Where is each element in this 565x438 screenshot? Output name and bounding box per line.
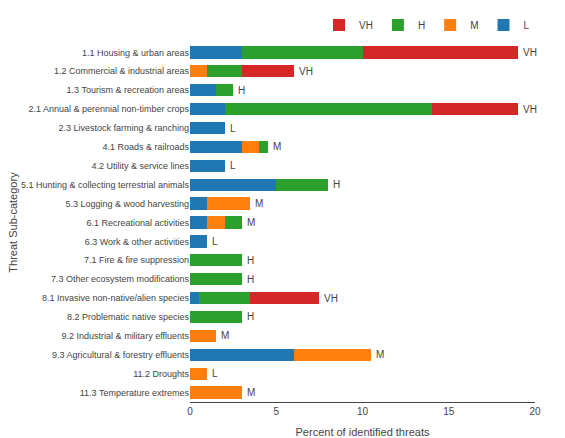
svg-text:8.2 Problematic native species: 8.2 Problematic native species bbox=[67, 312, 190, 322]
svg-text:Threat Sub-category: Threat Sub-category bbox=[7, 172, 19, 273]
svg-text:H: H bbox=[247, 311, 254, 322]
svg-text:20: 20 bbox=[529, 406, 541, 417]
svg-text:VH: VH bbox=[324, 293, 338, 304]
svg-text:2.1 Annual & perennial non-tim: 2.1 Annual & perennial non-timber crops bbox=[28, 104, 189, 114]
svg-text:10: 10 bbox=[357, 406, 369, 417]
svg-text:4.1 Roads & railroads: 4.1 Roads & railroads bbox=[102, 142, 189, 152]
svg-text:6.3 Work & other activities: 6.3 Work & other activities bbox=[85, 237, 190, 247]
svg-text:1.2 Commercial & industrial ar: 1.2 Commercial & industrial areas bbox=[54, 66, 190, 76]
svg-text:L: L bbox=[523, 20, 529, 31]
svg-text:M: M bbox=[273, 141, 281, 152]
svg-text:11.2 Droughts: 11.2 Droughts bbox=[133, 369, 189, 379]
svg-text:4.2 Utility & service lines: 4.2 Utility & service lines bbox=[91, 161, 189, 171]
svg-text:6.1 Recreational activities: 6.1 Recreational activities bbox=[86, 218, 189, 228]
svg-text:0: 0 bbox=[187, 406, 193, 417]
svg-text:5.1 Hunting & collecting terre: 5.1 Hunting & collecting terrestrial ani… bbox=[21, 180, 190, 190]
svg-text:L: L bbox=[212, 368, 218, 379]
svg-text:L: L bbox=[230, 160, 236, 171]
svg-text:VH: VH bbox=[523, 47, 537, 58]
svg-text:VH: VH bbox=[523, 104, 537, 115]
svg-text:H: H bbox=[247, 274, 254, 285]
svg-text:VH: VH bbox=[359, 20, 373, 31]
svg-text:15: 15 bbox=[443, 406, 455, 417]
svg-text:8.1 Invasive non-native/alien: 8.1 Invasive non-native/alien species bbox=[42, 293, 190, 303]
svg-text:M: M bbox=[247, 387, 255, 398]
svg-text:1.1 Housing & urban areas: 1.1 Housing & urban areas bbox=[82, 48, 190, 58]
svg-text:L: L bbox=[212, 236, 218, 247]
svg-text:VH: VH bbox=[299, 66, 313, 77]
svg-text:M: M bbox=[221, 330, 229, 341]
svg-text:M: M bbox=[470, 20, 478, 31]
svg-text:11.3 Temperature extremes: 11.3 Temperature extremes bbox=[80, 388, 190, 398]
svg-text:1.3 Tourism & recreation areas: 1.3 Tourism & recreation areas bbox=[67, 85, 190, 95]
svg-text:9.3 Agricultural & forestry ef: 9.3 Agricultural & forestry effluents bbox=[52, 350, 189, 360]
svg-text:H: H bbox=[247, 255, 254, 266]
svg-text:2.3 Livestock farming & ranchi: 2.3 Livestock farming & ranching bbox=[58, 123, 189, 133]
svg-text:H: H bbox=[418, 20, 425, 31]
svg-text:H: H bbox=[333, 179, 340, 190]
svg-text:7.1 Fire & fire suppression: 7.1 Fire & fire suppression bbox=[84, 255, 189, 265]
svg-text:M: M bbox=[255, 198, 263, 209]
svg-text:M: M bbox=[376, 349, 384, 360]
svg-text:L: L bbox=[230, 123, 236, 134]
svg-text:Percent of identified threats: Percent of identified threats bbox=[296, 426, 430, 438]
svg-text:5.3 Logging & wood harvesting: 5.3 Logging & wood harvesting bbox=[65, 199, 189, 209]
svg-text:9.2 Industrial & military effl: 9.2 Industrial & military effluents bbox=[62, 331, 190, 341]
svg-text:M: M bbox=[247, 217, 255, 228]
svg-text:H: H bbox=[238, 85, 245, 96]
svg-text:5: 5 bbox=[273, 406, 279, 417]
svg-text:7.3 Other ecosystem modificati: 7.3 Other ecosystem modifications bbox=[51, 274, 190, 284]
